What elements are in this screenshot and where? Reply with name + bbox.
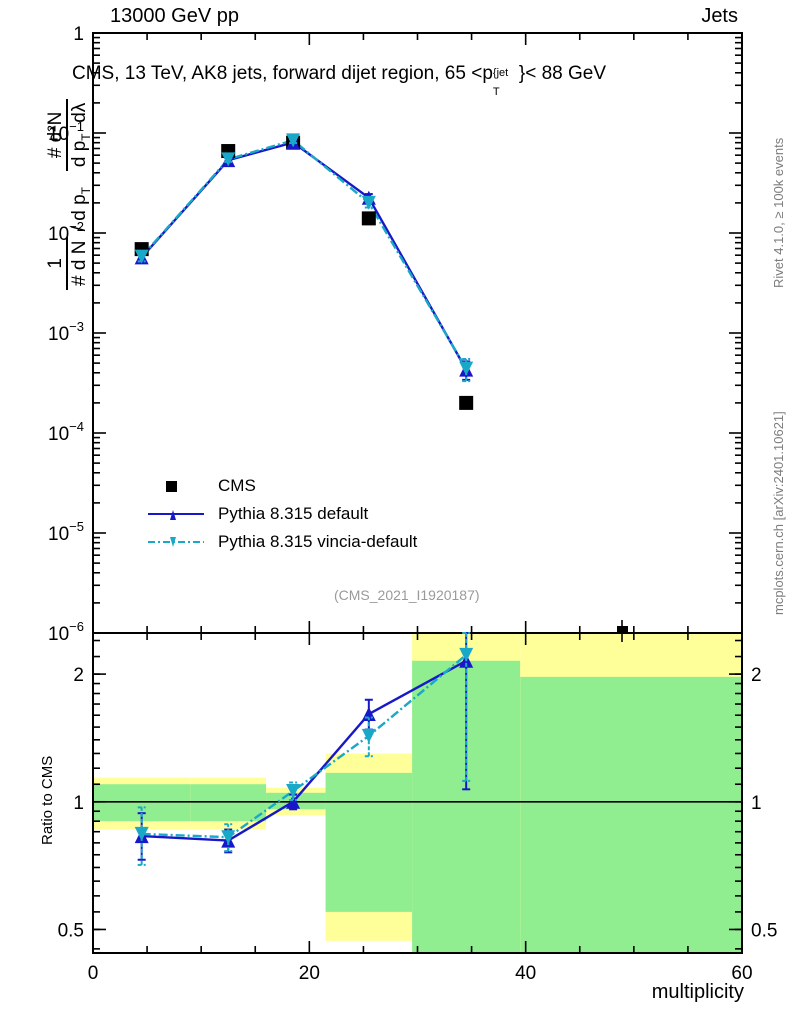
ratio-y-tick-label-right: 2 [751,665,762,686]
main-data-series-group [134,133,474,410]
marker-triangle-down [286,133,301,148]
marker-triangle-down [221,152,236,167]
y-tick-label: 10−4 [48,419,84,445]
ratio-y-tick-label-right: 1 [751,793,762,814]
legend-label-pythia-default: Pythia 8.315 default [218,504,369,523]
y-tick-label: 10−3 [48,319,84,345]
marker-square [361,211,376,226]
plot-title-superscript: {jet [492,67,509,79]
ratio-y-axis-tick-labels: 2 2 1 1 0.5 0.5 [58,665,778,941]
legend: CMS Pythia 8.315 default Pythia 8.315 vi… [148,472,417,556]
marker-triangle-down [459,647,474,662]
ratio-y-tick-label: 0.5 [58,920,84,941]
ratio-y-tick-label: 2 [73,665,84,686]
ratio-uncertainty-bands [93,633,742,953]
data-line [140,138,468,370]
marker-triangle-down [134,826,149,841]
ratio-y-tick-label: 1 [73,793,84,814]
y-tick-label: 10−6 [48,619,84,645]
marker-triangle-down [361,195,376,210]
y-tick-exponent: −5 [69,519,84,534]
x-tick-label: 40 [515,963,536,984]
marker-triangle-down [221,830,236,845]
main-x-axis-ticks [92,33,743,633]
plot-title-tail: }< 88 GeV [518,63,607,84]
ratio-x-axis-ticks [92,633,743,953]
legend-item-pythia-default[interactable]: Pythia 8.315 default [148,500,417,528]
legend-item-cms[interactable]: CMS [148,472,417,500]
marker-triangle-down [286,784,301,799]
ratio-data-series-group [134,632,474,866]
marker-triangle-up [286,794,301,809]
y-tick-label: 10−5 [48,519,84,545]
band-inner [520,676,742,953]
plot-title-main: CMS, 13 TeV, AK8 jets, forward dijet reg… [72,63,493,84]
ratio-y-axis-ticks [93,639,742,950]
analysis-category-label: Jets [701,5,738,27]
legend-item-pythia-vincia[interactable]: Pythia 8.315 vincia-default [148,528,417,556]
legend-key-triangle-down-icon [148,533,204,551]
y-tick-exponent: −1 [69,119,84,134]
y-tick-exponent: −4 [69,419,84,434]
marker-square [459,395,474,410]
marker-triangle-down [361,728,376,743]
y-tick-exponent: −6 [69,619,84,634]
legend-key-square-icon [148,477,204,495]
plot-title: CMS, 13 TeV, AK8 jets, forward dijet reg… [72,63,607,98]
plot-title-subscript: T [492,86,500,98]
y-tick-label: 10−2 [48,219,84,245]
x-tick-label: 20 [299,963,320,984]
y-tick-label: 1 [73,24,84,45]
band-inner [190,784,267,822]
x-tick-label: 60 [731,963,752,984]
legend-key-triangle-up-icon [148,505,204,523]
marker-triangle-down [134,249,149,264]
band-inner [325,772,413,912]
x-axis-label: multiplicity [651,981,744,1003]
ratio-y-tick-label-right: 0.5 [751,920,777,941]
analysis-id-watermark: (CMS_2021_I1920187) [334,587,480,603]
beam-energy-label: 13000 GeV pp [110,5,239,27]
legend-label-pythia-vincia: Pythia 8.315 vincia-default [218,532,418,551]
y-tick-label: 10−1 [48,119,84,145]
main-y-axis-tick-labels: 1 10−1 10−2 10−3 10−4 10−5 10−6 [48,24,84,645]
y-tick-exponent: −3 [69,319,84,334]
data-line [140,141,468,371]
x-tick-label: 0 [88,963,99,984]
legend-label-cms: CMS [218,476,256,495]
y-tick-exponent: −2 [69,219,84,234]
x-axis-tick-labels: 0 20 40 60 [88,963,753,984]
marker-triangle-down [459,361,474,376]
